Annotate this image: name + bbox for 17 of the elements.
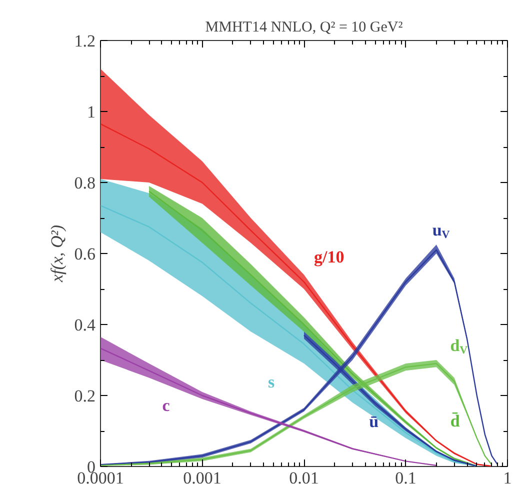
- annotation: g/10: [314, 247, 344, 266]
- y-tick-label: 0.4: [74, 316, 96, 334]
- y-tick-label: 1.2: [74, 32, 96, 50]
- y-tick-label: 0.8: [74, 174, 96, 192]
- y-axis-title: xf(x, Q²): [47, 224, 66, 284]
- annotation: ū: [369, 412, 379, 431]
- x-tick-label: 0.001: [183, 468, 222, 488]
- x-tick-label: 0.1: [395, 468, 416, 488]
- annotation: d̄: [450, 412, 460, 431]
- y-tick-label: 1: [87, 102, 96, 122]
- x-tick-label: 1: [503, 468, 512, 488]
- x-tick-label: 0.01: [289, 468, 319, 488]
- annotation: c: [162, 396, 170, 415]
- annotation: s: [268, 372, 275, 392]
- y-tick-label: 0.2: [74, 386, 96, 406]
- chart-title: MMHT14 NNLO, Q² = 10 GeV²: [205, 20, 404, 36]
- y-tick-label: 0.6: [74, 244, 96, 264]
